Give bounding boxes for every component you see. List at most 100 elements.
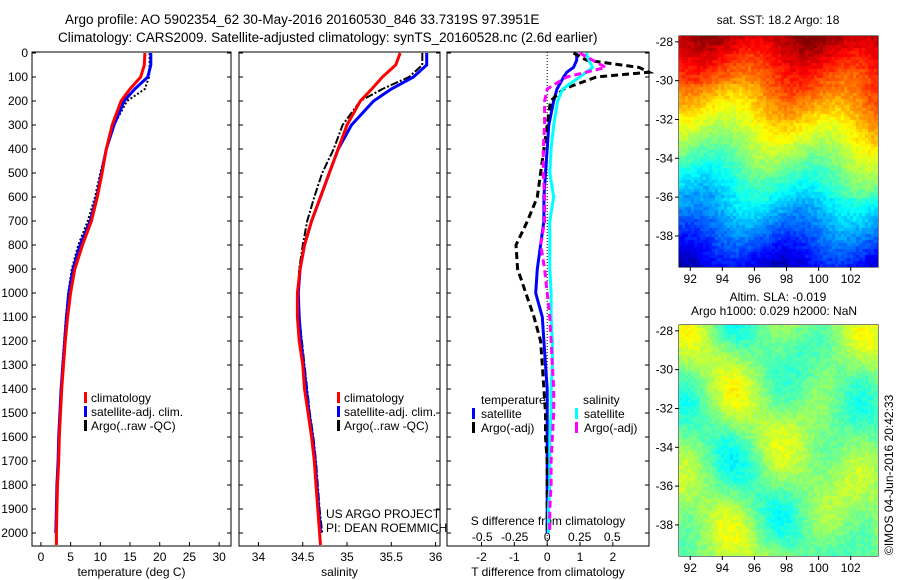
depth-tick-label: 700 [8, 214, 28, 228]
x-axis-label: temperature (deg C) [77, 565, 185, 579]
project-annotation: US ARGO PROJECT [326, 507, 441, 521]
sst-map-title: sat. SST: 18.2 Argo: 18 [717, 13, 840, 27]
depth-tick-label: 0 [21, 46, 28, 60]
series-line-salinity-satellite [547, 52, 595, 533]
legend-entry: Argo(-adj) [481, 421, 534, 435]
x-axis-label: salinity [321, 565, 358, 579]
depth-tick-label: 200 [8, 94, 28, 108]
figure-title-line2: Climatology: CARS2009. Satellite-adjuste… [58, 30, 598, 45]
lon-tick-label: 98 [780, 561, 794, 575]
x-tick-label: 34 [252, 550, 266, 564]
depth-tick-label: 1200 [1, 334, 28, 348]
lon-tick-label: 96 [748, 561, 762, 575]
series-line-temperature-satellite [534, 53, 579, 533]
x-axis-label: T difference from climatology [471, 565, 625, 579]
x-tick-label: 36 [429, 550, 443, 564]
legend-swatch [337, 406, 340, 417]
lat-tick-label: -32 [656, 112, 674, 126]
difference-profile-frame [446, 51, 650, 547]
x-tick-label: 20 [153, 550, 167, 564]
x-tick-label: 30 [212, 550, 226, 564]
copyright-label: ©IMOS 04-Jun-2016 20:42:33 [882, 394, 896, 555]
legend-entry: satellite [481, 407, 522, 421]
legend-swatch [84, 406, 87, 417]
x-tick-label: 34.5 [291, 550, 315, 564]
s-tick-label: 0.25 [568, 530, 592, 544]
salinity-profile-frame [238, 51, 441, 547]
legend-entry: Argo(..raw -QC) [344, 419, 429, 433]
depth-tick-label: 1900 [1, 502, 28, 516]
series-line-salinity-argo-adj- [539, 51, 610, 533]
lat-tick-label: -30 [656, 363, 674, 377]
temperature-profile-frame [31, 51, 232, 547]
lat-tick-label: -28 [656, 35, 674, 49]
s-tick-label: -0.25 [501, 530, 529, 544]
x-tick-label: 0 [38, 550, 45, 564]
legend-swatch [575, 422, 578, 433]
legend-entry: satellite [584, 407, 625, 421]
depth-tick-label: 1800 [1, 478, 28, 492]
x-tick-label: 0 [544, 550, 551, 564]
series-line-temperature-argo-adj- [514, 51, 655, 533]
depth-tick-label: 400 [8, 142, 28, 156]
s-tick-label: -0.5 [472, 530, 493, 544]
legend-entry: climatology [91, 391, 151, 405]
sst-map-image [679, 36, 878, 267]
lat-tick-label: -36 [656, 190, 674, 204]
legend-swatch [337, 420, 340, 431]
x-tick-label: 10 [94, 550, 108, 564]
legend-swatch [575, 408, 578, 419]
depth-tick-label: 1600 [1, 430, 28, 444]
lat-tick-label: -38 [656, 518, 674, 532]
lat-tick-label: -32 [656, 401, 674, 415]
depth-tick-label: 1500 [1, 406, 28, 420]
legend-swatch [472, 422, 475, 433]
lon-tick-label: 100 [809, 561, 829, 575]
s-tick-label: 0 [544, 530, 551, 544]
legend-header-temperature: temperature [481, 393, 546, 407]
lon-tick-label: 102 [841, 272, 861, 286]
depth-tick-label: 1400 [1, 382, 28, 396]
sla-map-subtitle: Argo h1000: 0.029 h2000: NaN [691, 304, 857, 318]
lon-tick-label: 94 [716, 272, 730, 286]
legend-entry: Argo(-adj) [584, 421, 637, 435]
series-line-satellite-adj-clim- [296, 53, 429, 534]
lon-tick-label: 96 [748, 272, 762, 286]
project-annotation: PI: DEAN ROEMMICH [326, 521, 447, 535]
lat-tick-label: -28 [656, 324, 674, 338]
x-tick-label: 2 [610, 550, 617, 564]
x-tick-label: -2 [476, 550, 487, 564]
depth-tick-label: 300 [8, 118, 28, 132]
depth-tick-label: 1300 [1, 358, 28, 372]
lat-tick-label: -36 [656, 479, 674, 493]
legend-header-salinity: salinity [583, 393, 620, 407]
lon-tick-label: 102 [841, 561, 861, 575]
lon-tick-label: 92 [684, 272, 698, 286]
legend-swatch [84, 420, 87, 431]
series-line-climatology [295, 52, 402, 546]
x-tick-label: 35.5 [380, 550, 404, 564]
depth-tick-label: 1000 [1, 286, 28, 300]
legend-entry: satellite-adj. clim. [344, 405, 436, 419]
lat-tick-label: -34 [656, 151, 674, 165]
lat-tick-label: -38 [656, 229, 674, 243]
legend-entry: Argo(..raw -QC) [91, 419, 176, 433]
lon-tick-label: 100 [809, 272, 829, 286]
x-tick-label: 25 [183, 550, 197, 564]
depth-tick-label: 1700 [1, 454, 28, 468]
x-tick-label: -1 [509, 550, 520, 564]
depth-tick-label: 100 [8, 70, 28, 84]
sla-map-title: Altim. SLA: -0.019 [730, 290, 827, 304]
figure-title-line1: Argo profile: AO 5902354_62 30-May-2016 … [65, 12, 539, 27]
s-tick-label: 0.5 [604, 530, 621, 544]
depth-tick-label: 600 [8, 190, 28, 204]
legend-swatch [337, 392, 340, 403]
legend-entry: climatology [344, 391, 404, 405]
lon-tick-label: 98 [780, 272, 794, 286]
depth-tick-label: 1100 [2, 310, 28, 324]
lat-tick-label: -34 [656, 440, 674, 454]
lon-tick-label: 94 [716, 561, 730, 575]
x-tick-label: 1 [577, 550, 584, 564]
lat-tick-label: -30 [656, 74, 674, 88]
